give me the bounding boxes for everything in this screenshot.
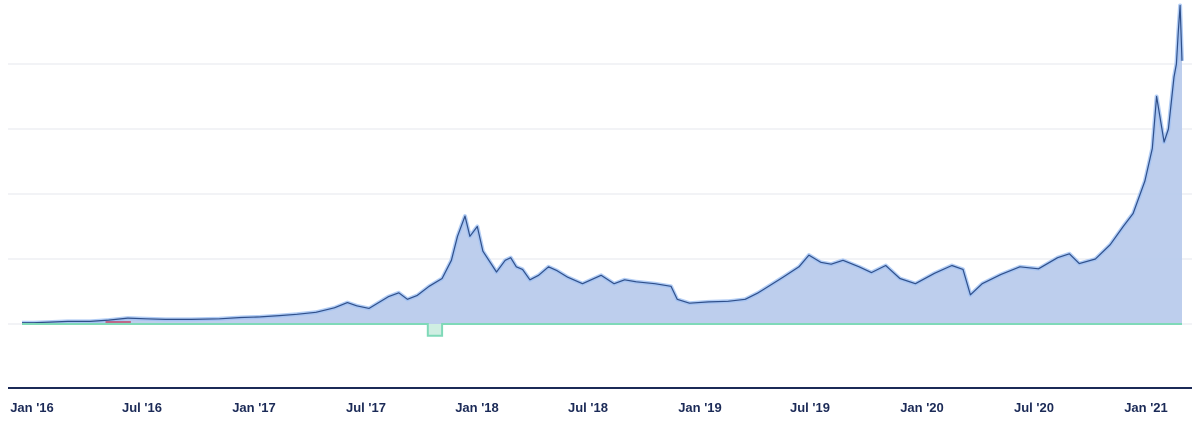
x-tick-label: Jan '20	[900, 400, 944, 415]
x-tick-label: Jul '18	[568, 400, 608, 415]
x-tick-label: Jan '16	[10, 400, 54, 415]
price-area-fill	[22, 5, 1182, 324]
secondary-series	[22, 324, 1182, 336]
x-tick-label: Jul '16	[122, 400, 162, 415]
x-tick-labels: Jan '16 Jul '16 Jan '17 Jul '17 Jan '18 Jul '…	[10, 400, 1168, 415]
secondary-line	[22, 323, 1182, 337]
x-tick-label: Jan '18	[455, 400, 499, 415]
x-tick-label: Jan '17	[232, 400, 276, 415]
x-tick-label: Jul '17	[346, 400, 386, 415]
x-tick-label: Jul '20	[1014, 400, 1054, 415]
x-tick-label: Jan '21	[1124, 400, 1168, 415]
secondary-fill	[22, 324, 1182, 336]
price-line	[22, 4, 1183, 324]
x-tick-label: Jan '19	[678, 400, 722, 415]
price-series	[22, 3, 1184, 337]
x-tick-label: Jul '19	[790, 400, 830, 415]
